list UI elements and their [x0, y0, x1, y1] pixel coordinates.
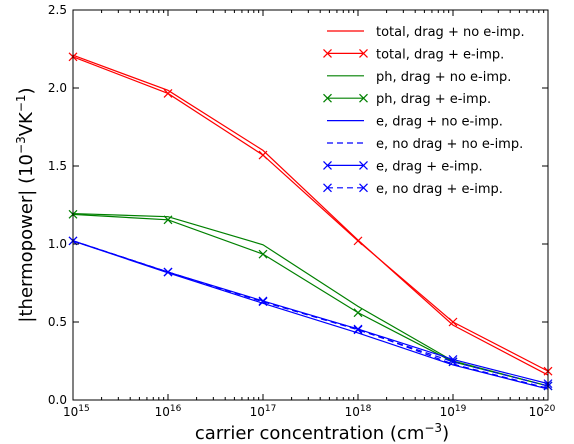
- x-marker: [359, 183, 368, 193]
- legend-label: total, drag + no e-imp.: [376, 25, 525, 40]
- x-axis-label: carrier concentration (cm−3): [195, 421, 449, 444]
- x-tick-label: 1019: [440, 404, 467, 419]
- x-marker: [258, 150, 268, 160]
- x-marker: [163, 267, 173, 277]
- series-total-drag-no-e-imp: [72, 54, 549, 376]
- x-marker: [323, 183, 332, 193]
- y-tick-label: 2.0: [48, 81, 67, 95]
- y-tick-label: 0.0: [48, 393, 67, 407]
- x-tick-label: 1016: [155, 404, 182, 419]
- x-marker: [448, 317, 458, 327]
- series-ph-drag-e-imp: [68, 209, 553, 391]
- y-tick-label: 1.5: [48, 159, 67, 173]
- x-tick-label: 1017: [250, 404, 277, 419]
- legend-label: ph, drag + e-imp.: [376, 92, 491, 107]
- x-marker: [359, 93, 368, 103]
- legend: total, drag + no e-imp. total, drag + e-i…: [323, 25, 525, 197]
- plot-frame: [72, 9, 549, 401]
- x-marker: [323, 93, 332, 103]
- legend-label: e, drag + e-imp.: [376, 159, 483, 174]
- legend-label: total, drag + e-imp.: [376, 47, 504, 62]
- x-tick-label: 1020: [529, 404, 556, 419]
- y-tick-label: 0.5: [48, 315, 67, 329]
- series-e-drag-no-e-imp: [72, 240, 549, 390]
- x-tick-label: 1018: [345, 404, 372, 419]
- x-marker: [258, 249, 268, 259]
- x-marker: [448, 357, 458, 367]
- legend-item: e, no drag + e-imp.: [323, 182, 503, 197]
- ticks-layer: 0.0 0.5 1.0 1.5 2.0 2.5 1015 1016 1017 1018 1019 10…: [48, 3, 556, 419]
- x-marker: [359, 48, 368, 58]
- legend-item: e, no drag + no e-imp.: [327, 137, 523, 152]
- legend-item: e, drag + e-imp.: [323, 159, 483, 174]
- legend-item: e, drag + no e-imp.: [327, 115, 503, 130]
- x-marker: [353, 308, 363, 318]
- x-marker: [353, 236, 363, 246]
- legend-label: ph, drag + no e-imp.: [376, 70, 511, 85]
- series-line: [72, 54, 549, 376]
- series-e-no-drag-e-imp: [68, 236, 553, 391]
- series-ph-drag-no-e-imp: [72, 212, 549, 387]
- x-marker: [323, 160, 332, 170]
- legend-label: e, drag + no e-imp.: [376, 115, 503, 130]
- x-marker: [258, 297, 268, 307]
- x-tick-label: 1015: [63, 404, 90, 419]
- series-line: [72, 56, 549, 372]
- x-marker: [359, 160, 368, 170]
- legend-item: ph, drag + no e-imp.: [327, 70, 511, 85]
- x-marker: [163, 215, 173, 225]
- series-line: [72, 212, 549, 387]
- y-tick-label: 2.5: [48, 3, 67, 17]
- series-e-drag-e-imp: [68, 236, 553, 389]
- y-axis-label: |thermopower| (10−3VK−1): [14, 87, 37, 322]
- legend-item: ph, drag + e-imp.: [323, 92, 491, 107]
- legend-item: total, drag + no e-imp.: [327, 25, 525, 40]
- series-line: [72, 240, 549, 390]
- x-marker: [163, 89, 173, 98]
- legend-label: e, no drag + no e-imp.: [376, 137, 523, 152]
- series-line: [72, 240, 549, 387]
- y-tick-label: 1.0: [48, 237, 67, 251]
- series-line: [72, 213, 549, 387]
- x-marker: [353, 325, 363, 335]
- legend-label: e, no drag + e-imp.: [376, 182, 503, 197]
- x-marker: [323, 48, 332, 58]
- series-line: [72, 240, 549, 385]
- legend-item: total, drag + e-imp.: [323, 47, 504, 62]
